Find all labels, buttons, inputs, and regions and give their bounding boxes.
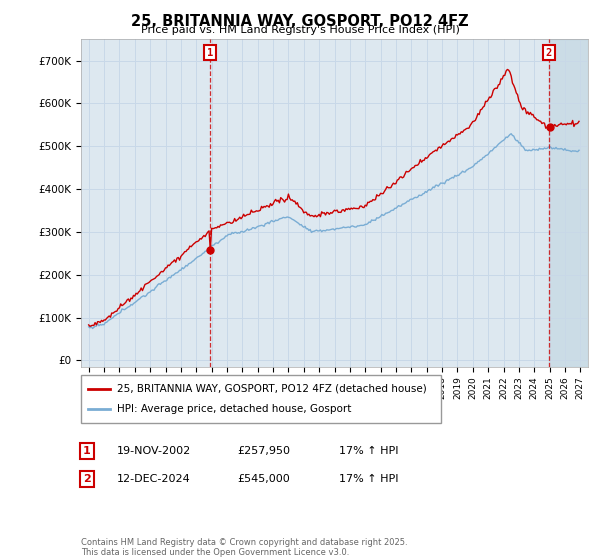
Text: 25, BRITANNIA WAY, GOSPORT, PO12 4FZ: 25, BRITANNIA WAY, GOSPORT, PO12 4FZ (131, 14, 469, 29)
Bar (549, 39, 588, 367)
Text: 1: 1 (83, 446, 91, 456)
Text: 12-DEC-2024: 12-DEC-2024 (117, 474, 191, 484)
Text: 17% ↑ HPI: 17% ↑ HPI (339, 446, 398, 456)
Text: Price paid vs. HM Land Registry's House Price Index (HPI): Price paid vs. HM Land Registry's House … (140, 25, 460, 35)
Text: £545,000: £545,000 (237, 474, 290, 484)
Text: 2: 2 (83, 474, 91, 484)
Text: HPI: Average price, detached house, Gosport: HPI: Average price, detached house, Gosp… (117, 404, 352, 414)
Text: £257,950: £257,950 (237, 446, 290, 456)
Text: 1: 1 (207, 48, 213, 58)
Text: 17% ↑ HPI: 17% ↑ HPI (339, 474, 398, 484)
Text: 19-NOV-2002: 19-NOV-2002 (117, 446, 191, 456)
FancyBboxPatch shape (81, 375, 441, 423)
Text: 2: 2 (546, 48, 552, 58)
Text: Contains HM Land Registry data © Crown copyright and database right 2025.
This d: Contains HM Land Registry data © Crown c… (81, 538, 407, 557)
Text: 25, BRITANNIA WAY, GOSPORT, PO12 4FZ (detached house): 25, BRITANNIA WAY, GOSPORT, PO12 4FZ (de… (117, 384, 427, 394)
